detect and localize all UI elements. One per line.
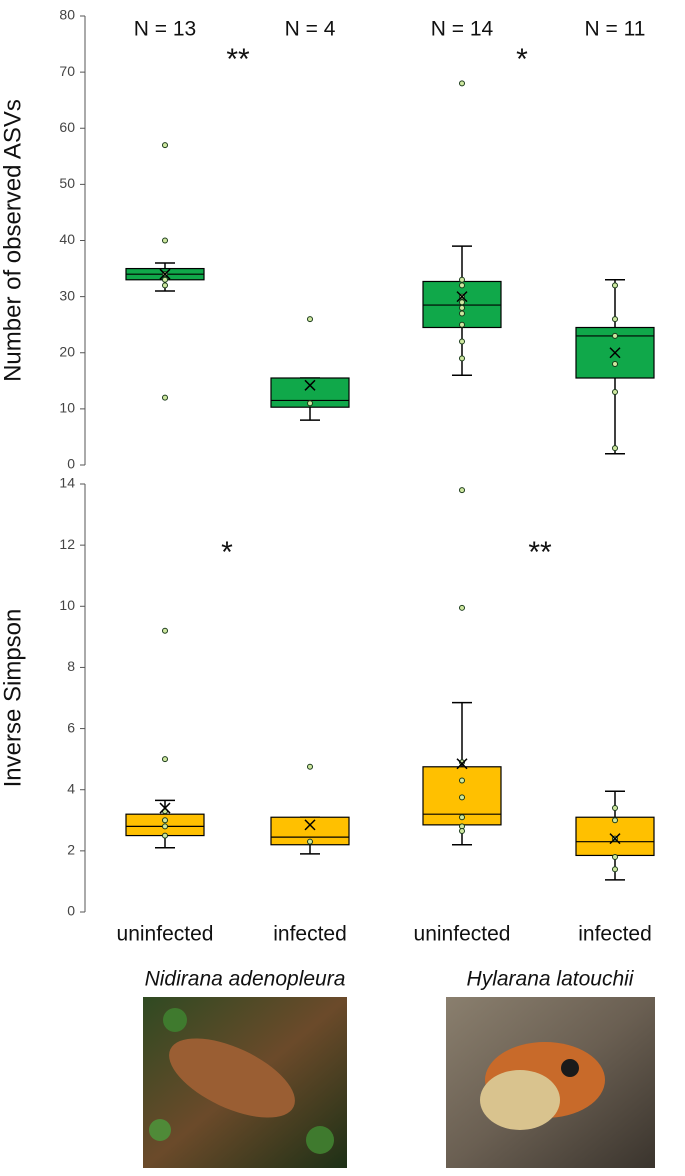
x-tick-label: uninfected: [414, 923, 511, 946]
data-point: [162, 282, 168, 289]
n-label: N = 11: [585, 18, 646, 41]
y-tick-label: 10: [59, 597, 75, 613]
n-label: N = 14: [431, 18, 494, 41]
n-label: N = 4: [285, 18, 336, 41]
data-point: [459, 282, 465, 289]
data-point: [459, 276, 465, 283]
data-point: [162, 142, 168, 149]
data-point: [459, 355, 465, 362]
data-point: [612, 316, 618, 323]
y-tick-label: 30: [59, 287, 75, 303]
mean-marker: [609, 833, 621, 845]
data-point: [612, 360, 618, 367]
data-point: [612, 332, 618, 339]
data-point: [307, 838, 313, 845]
y-tick-label: 4: [67, 780, 75, 796]
y-tick-label: 12: [59, 536, 75, 552]
mean-marker: [304, 379, 316, 391]
y-tick-label: 40: [59, 231, 75, 247]
x-tick-label: infected: [578, 923, 652, 946]
data-point: [162, 237, 168, 244]
data-point: [459, 338, 465, 345]
data-point: [612, 389, 618, 396]
data-point: [459, 814, 465, 821]
y-tick-label: 14: [59, 475, 75, 491]
data-point: [459, 299, 465, 306]
x-tick-label: uninfected: [117, 923, 214, 946]
y-tick-label: 0: [67, 903, 75, 919]
data-point: [459, 827, 465, 834]
data-point: [612, 445, 618, 452]
data-point: [459, 80, 465, 87]
data-point: [459, 777, 465, 784]
data-point: [162, 817, 168, 824]
mean-marker: [159, 802, 171, 814]
y-tick-label: 6: [67, 719, 75, 735]
y-tick-label: 10: [59, 400, 75, 416]
data-point: [459, 604, 465, 611]
data-point: [612, 282, 618, 289]
data-point: [459, 310, 465, 317]
data-point: [612, 853, 618, 860]
y-tick-label: 0: [67, 456, 75, 472]
data-point: [162, 832, 168, 839]
y-axis-title: Inverse Simpson: [0, 609, 26, 788]
mean-marker: [159, 268, 171, 280]
y-tick-label: 70: [59, 63, 75, 79]
significance: **: [226, 43, 250, 76]
data-point: [162, 627, 168, 634]
photo-left: [143, 997, 347, 1168]
y-tick-label: 20: [59, 343, 75, 359]
significance: **: [528, 536, 552, 569]
significance: *: [516, 43, 528, 76]
data-point: [307, 763, 313, 770]
data-point: [459, 321, 465, 328]
significance: *: [221, 536, 233, 569]
data-point: [459, 304, 465, 311]
data-point: [162, 756, 168, 763]
y-axis-title: Number of observed ASVs: [0, 99, 26, 382]
data-point: [162, 394, 168, 401]
y-tick-label: 8: [67, 658, 75, 674]
y-tick-label: 50: [59, 175, 75, 191]
mean-marker: [456, 758, 468, 770]
y-tick-label: 2: [67, 842, 75, 858]
data-point: [307, 400, 313, 407]
data-point: [459, 794, 465, 801]
y-tick-label: 60: [59, 119, 75, 135]
n-label: N = 13: [134, 18, 196, 41]
data-point: [612, 817, 618, 824]
mean-marker: [304, 819, 316, 831]
data-point: [612, 866, 618, 873]
data-point: [307, 316, 313, 323]
data-point: [162, 276, 168, 283]
data-point: [612, 805, 618, 812]
group-label: Hylarana latouchii: [467, 968, 635, 991]
x-tick-label: infected: [273, 923, 347, 946]
data-point: [459, 487, 465, 494]
photo-right: [446, 997, 655, 1168]
mean-marker: [609, 347, 621, 359]
data-point: [162, 823, 168, 830]
mean-marker: [456, 291, 468, 303]
group-label: Nidirana adenopleura: [145, 968, 346, 991]
y-tick-label: 80: [59, 7, 75, 23]
